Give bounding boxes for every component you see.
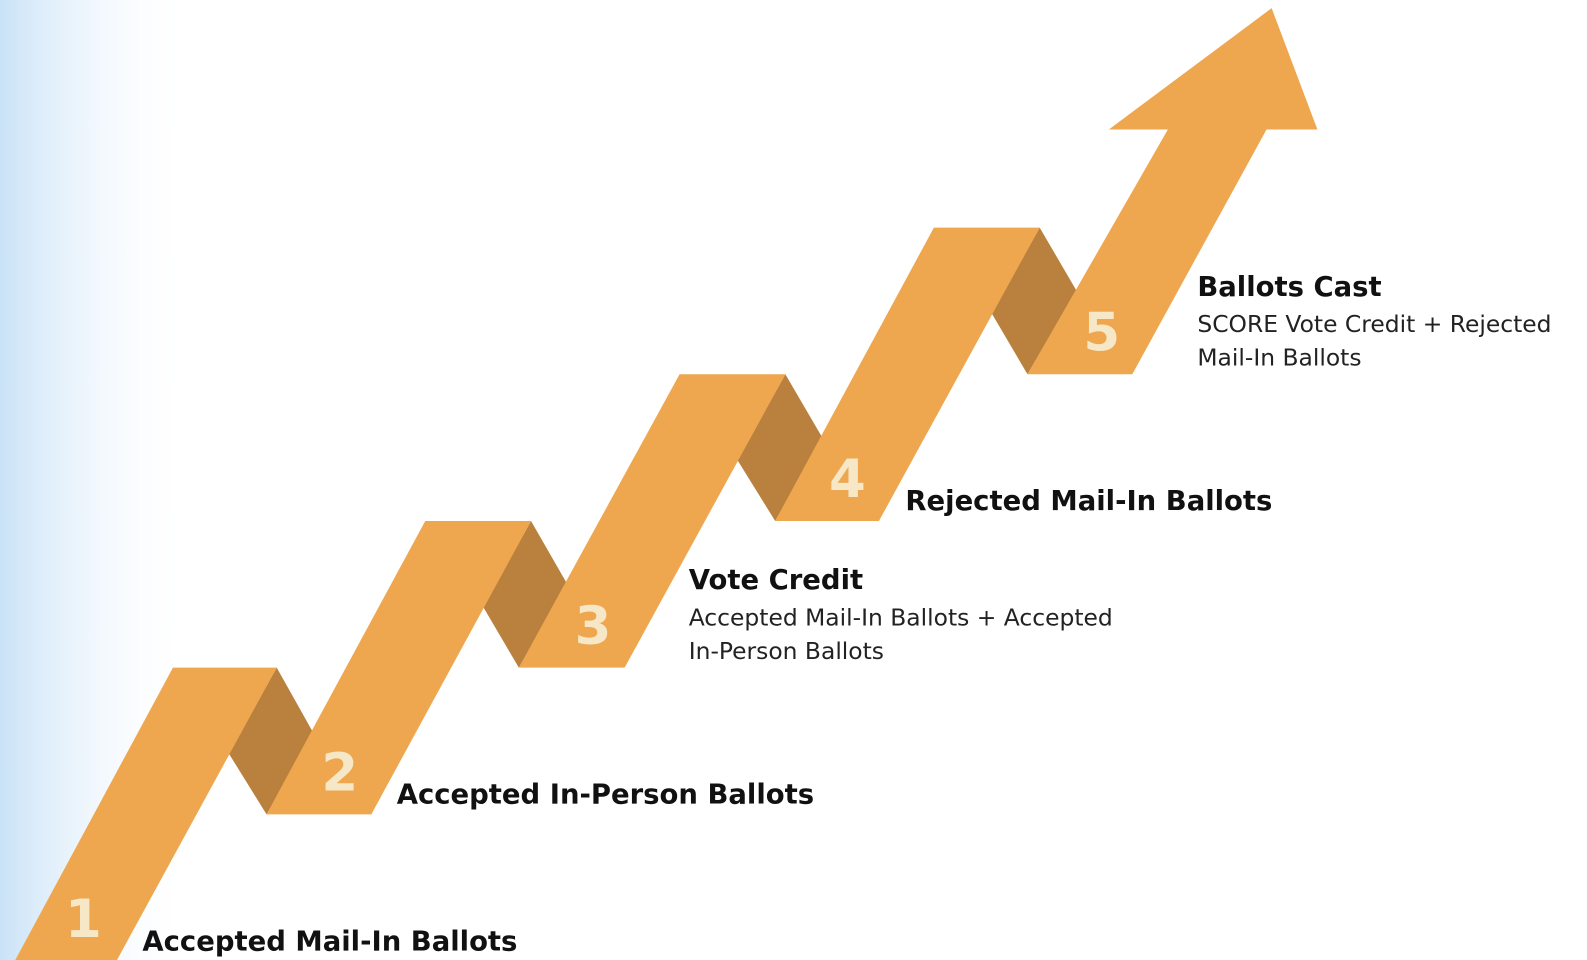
step-title: Ballots Cast (1197, 272, 1381, 303)
step-title: Accepted Mail-In Ballots (142, 926, 517, 957)
step-number: 4 (829, 449, 866, 510)
ribbon (15, 8, 1318, 960)
step-title: Vote Credit (689, 565, 863, 596)
step-title: Accepted In-Person Ballots (397, 780, 814, 811)
step-number: 1 (65, 889, 102, 950)
step-number: 3 (575, 596, 612, 657)
ribbon-folds (228, 227, 1077, 815)
step-description: Mail-In Ballots (1197, 344, 1361, 372)
step-description: In-Person Ballots (689, 637, 884, 665)
step-title: Rejected Mail-In Ballots (905, 486, 1272, 517)
ribbon-segment (775, 227, 1040, 521)
fold (228, 667, 316, 815)
fold (991, 227, 1077, 375)
step-number: 5 (1083, 303, 1120, 364)
fold (737, 374, 822, 521)
step-description: SCORE Vote Credit + Rejected (1197, 310, 1551, 338)
ribbon-segment (518, 374, 786, 668)
ribbon-segment (266, 520, 532, 815)
ribbon-segment (15, 667, 277, 960)
step-number: 2 (321, 743, 358, 804)
ribbon-segment (1027, 129, 1267, 375)
step-description: Accepted Mail-In Ballots + Accepted (689, 604, 1113, 632)
fold (483, 520, 568, 668)
arrow-head (1108, 8, 1318, 130)
